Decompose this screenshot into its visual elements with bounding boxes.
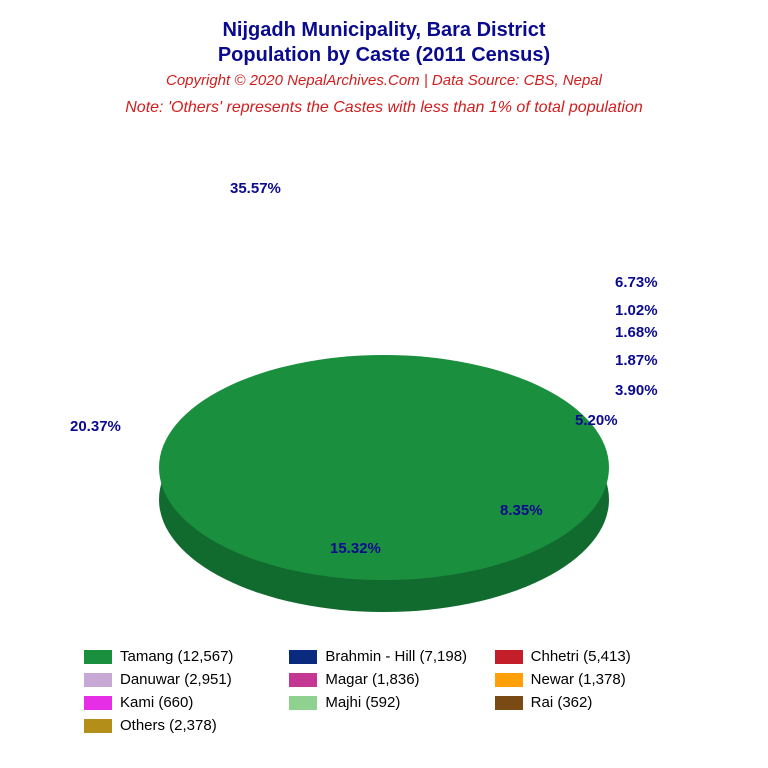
pct-label: 1.68% bbox=[615, 324, 658, 341]
legend-item: Magar (1,836) bbox=[289, 671, 478, 688]
pct-label: 15.32% bbox=[330, 540, 381, 557]
legend-item: Others (2,378) bbox=[84, 717, 273, 734]
legend-item: Majhi (592) bbox=[289, 694, 478, 711]
pie-3d-top bbox=[159, 355, 609, 580]
pct-label: 6.73% bbox=[615, 274, 658, 291]
chart-title-line2: Population by Caste (2011 Census) bbox=[0, 43, 768, 68]
legend-swatch bbox=[495, 650, 523, 664]
pct-label: 1.02% bbox=[615, 302, 658, 319]
legend-label: Rai (362) bbox=[531, 694, 593, 711]
title-block: Nijgadh Municipality, Bara District Popu… bbox=[0, 0, 768, 117]
pie-chart bbox=[159, 355, 609, 635]
note-text: Note: 'Others' represents the Castes wit… bbox=[0, 99, 768, 117]
chart-title-line1: Nijgadh Municipality, Bara District bbox=[0, 18, 768, 43]
legend-label: Newar (1,378) bbox=[531, 671, 626, 688]
legend-label: Others (2,378) bbox=[120, 717, 217, 734]
legend-item: Rai (362) bbox=[495, 694, 684, 711]
legend-item: Kami (660) bbox=[84, 694, 273, 711]
legend-item: Newar (1,378) bbox=[495, 671, 684, 688]
pct-label: 5.20% bbox=[575, 412, 618, 429]
legend-label: Danuwar (2,951) bbox=[120, 671, 232, 688]
pct-label: 20.37% bbox=[70, 418, 121, 435]
legend-label: Kami (660) bbox=[120, 694, 193, 711]
legend-swatch bbox=[289, 673, 317, 687]
legend: Tamang (12,567) Brahmin - Hill (7,198) Chh… bbox=[84, 648, 684, 734]
pct-label: 3.90% bbox=[615, 382, 658, 399]
legend-item: Tamang (12,567) bbox=[84, 648, 273, 665]
copyright-text: Copyright © 2020 NepalArchives.Com | Dat… bbox=[0, 72, 768, 89]
legend-swatch bbox=[84, 673, 112, 687]
pie-chart-container: Nijgadh Municipality, Bara District Popu… bbox=[0, 0, 768, 768]
legend-swatch bbox=[289, 650, 317, 664]
legend-swatch bbox=[289, 696, 317, 710]
pct-label: 1.87% bbox=[615, 352, 658, 369]
pct-label: 35.57% bbox=[230, 180, 281, 197]
legend-label: Tamang (12,567) bbox=[120, 648, 233, 665]
legend-label: Brahmin - Hill (7,198) bbox=[325, 648, 467, 665]
pct-label: 8.35% bbox=[500, 502, 543, 519]
legend-item: Danuwar (2,951) bbox=[84, 671, 273, 688]
legend-swatch bbox=[84, 719, 112, 733]
legend-swatch bbox=[495, 696, 523, 710]
legend-label: Magar (1,836) bbox=[325, 671, 419, 688]
legend-swatch bbox=[84, 650, 112, 664]
legend-label: Majhi (592) bbox=[325, 694, 400, 711]
legend-item: Brahmin - Hill (7,198) bbox=[289, 648, 478, 665]
legend-item: Chhetri (5,413) bbox=[495, 648, 684, 665]
legend-label: Chhetri (5,413) bbox=[531, 648, 631, 665]
legend-swatch bbox=[84, 696, 112, 710]
legend-swatch bbox=[495, 673, 523, 687]
